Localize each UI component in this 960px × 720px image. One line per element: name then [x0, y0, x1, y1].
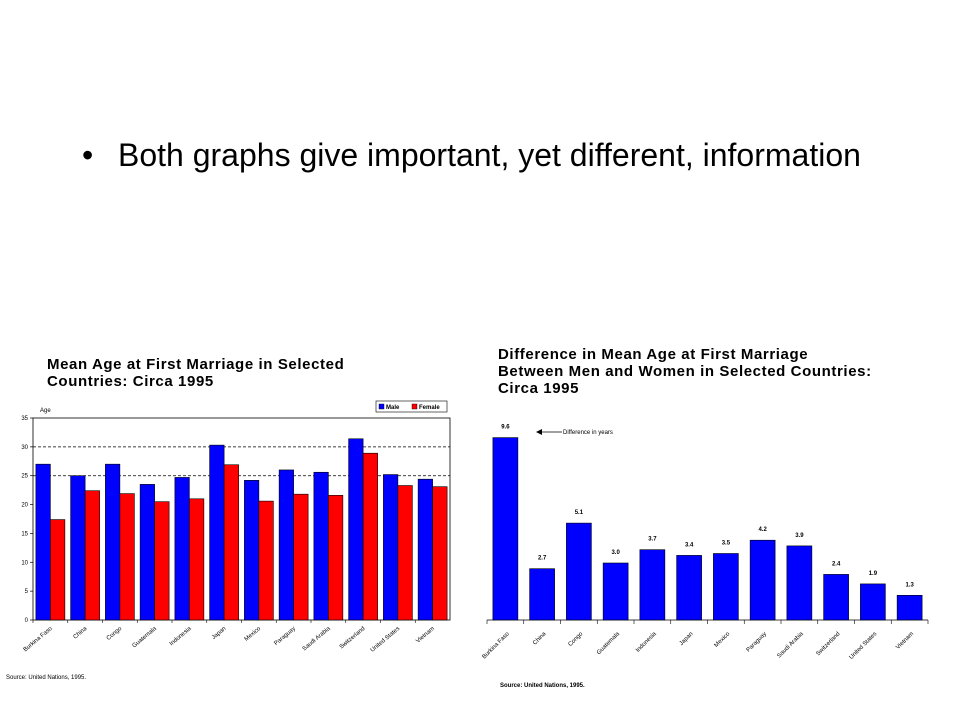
chart2-data-label: 9.6	[501, 425, 510, 431]
chart1-y-tick-label: 0	[25, 618, 29, 624]
chart2-bar-vietnam	[896, 594, 923, 621]
chart1-bar-female-vietnam	[432, 486, 448, 621]
chart1-source: Source: United Nations, 1995.	[6, 675, 86, 681]
chart2-annotation-arrowhead	[536, 429, 542, 435]
chart1-bar-female-mexico	[258, 500, 274, 621]
chart1-plot-area	[32, 417, 451, 621]
chart1-y-tick-label: 30	[21, 445, 28, 451]
bullet-text: Both graphs give important, yet differen…	[118, 137, 861, 173]
chart2-bar-burkina-faso	[492, 437, 519, 621]
chart2-data-label: 1.3	[905, 582, 914, 588]
chart2-bar-china	[529, 568, 555, 621]
chart2-bar-japan	[676, 555, 702, 621]
chart2-bar-congo	[566, 522, 592, 621]
chart2-data-label: 3.9	[795, 533, 804, 539]
chart1-bar-female-china	[84, 490, 100, 621]
chart1-bar-female-guatemala	[154, 501, 170, 621]
chart1-legend-swatch-male	[378, 403, 385, 410]
chart1-title: Mean Age at First Marriage in Selected C…	[47, 356, 345, 390]
chart2-title: Difference in Mean Age at First Marriage…	[498, 346, 872, 397]
chart2-bar-united-states	[860, 583, 886, 621]
chart1-bar-female-paraguay	[293, 493, 309, 621]
chart1-bar-female-saudi-arabia	[328, 495, 344, 621]
bullet-dot: •	[82, 137, 94, 173]
chart1-y-tick-label: 35	[21, 416, 28, 422]
chart2-x-tick-label: Switzerland	[815, 631, 841, 657]
chart1-y-tick-label: 25	[21, 474, 28, 480]
chart2-x-tick-label: China	[532, 631, 548, 647]
chart1-legend-swatch-female	[411, 403, 418, 410]
chart2-bar-switzerland	[823, 574, 849, 621]
chart1-legend-label-male: Male	[386, 405, 400, 411]
chart2-x-tick-label: Mexico	[714, 631, 732, 649]
bullet-point: • Both graphs give important, yet differ…	[82, 136, 862, 175]
chart1-y-tick-label: 20	[21, 503, 28, 509]
chart1-bar-female-japan	[223, 464, 239, 621]
chart2-x-tick-label: Burkina Faso	[482, 631, 512, 661]
chart2-bar-saudi-arabia	[786, 545, 813, 621]
chart1-legend	[375, 400, 448, 413]
chart1-y-tick-label: 10	[21, 560, 28, 566]
chart2-x-tick-label: Indonesia	[635, 631, 658, 654]
chart2-data-label: 4.2	[758, 527, 767, 533]
chart2-data-label: 3.0	[611, 550, 620, 556]
chart1-y-axis-label: Age	[40, 408, 51, 414]
chart2-data-label: 2.7	[538, 556, 547, 562]
chart2-data-label: 3.4	[685, 542, 694, 548]
chart2-x-tick-label: Saudi Arabia	[776, 631, 805, 660]
chart2-bar-paraguay	[749, 539, 776, 621]
chart2-annotation: Difference in years	[563, 430, 613, 436]
chart1-bar-female-indonesia	[189, 498, 205, 621]
chart1-bar-female-congo	[119, 493, 135, 621]
chart2-data-label: 2.4	[832, 561, 841, 567]
chart1-legend-label-female: Female	[419, 405, 440, 411]
chart1-bar-female-switzerland	[362, 452, 378, 621]
chart1-bar-female-burkina-faso	[50, 519, 66, 621]
chart1-y-tick-label: 15	[21, 531, 28, 537]
chart2-x-tick-label: United States	[849, 631, 879, 661]
chart2-data-label: 3.5	[722, 541, 731, 547]
chart1-bar-female-united-states	[397, 485, 413, 621]
chart2-x-tick-label: Japan	[679, 631, 695, 647]
chart2-bar-guatemala	[602, 562, 629, 621]
chart2-data-label: 3.7	[648, 537, 657, 543]
chart2-source: Source: United Nations, 1995.	[500, 683, 585, 689]
chart2-x-tick-label: Guatemala	[596, 631, 621, 656]
chart2-bar-indonesia	[639, 549, 666, 621]
chart1-y-tick-label: 5	[25, 589, 29, 595]
chart2-x-tick-label: Paraguay	[746, 631, 768, 653]
chart2-x-tick-label: Congo	[568, 631, 585, 648]
chart2-bar-mexico	[713, 553, 739, 621]
chart2-data-label: 1.9	[869, 571, 878, 577]
chart2-x-tick-label: Vietnam	[895, 631, 915, 651]
chart2-data-label: 5.1	[575, 510, 584, 516]
